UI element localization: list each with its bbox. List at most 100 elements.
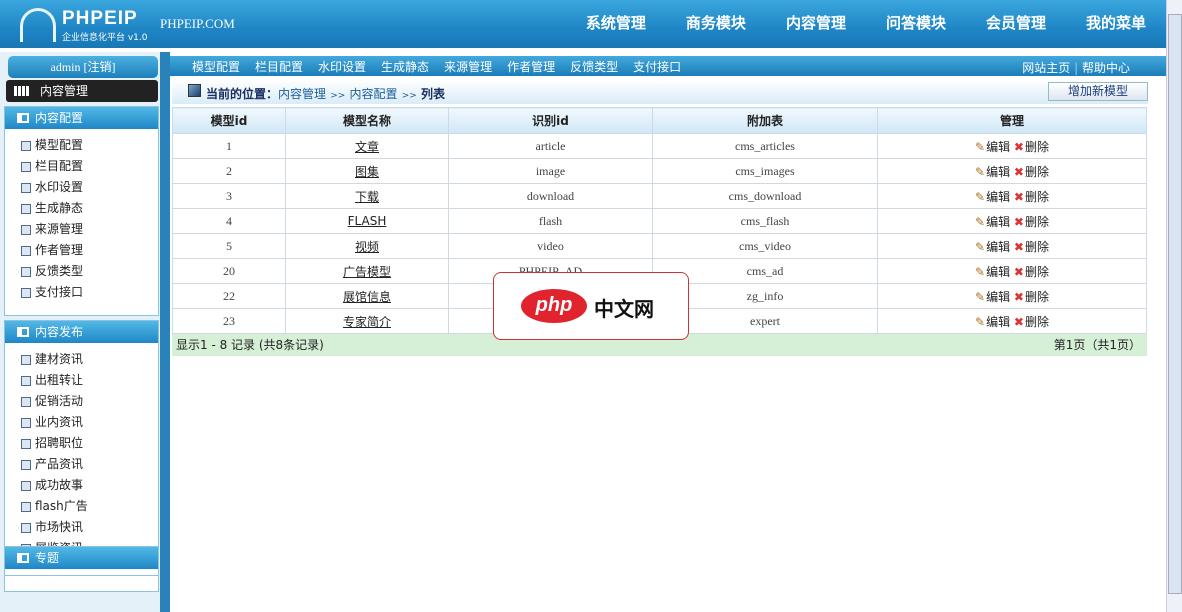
site-name: PHPEIP.COM: [160, 16, 235, 31]
add-model-button[interactable]: 增加新模型: [1048, 82, 1148, 101]
actions-cell: 编辑 删除: [877, 133, 1147, 159]
sidebar-splitter[interactable]: [160, 52, 170, 612]
sidebar-item[interactable]: 促销活动: [21, 391, 158, 412]
sidebar-item[interactable]: flash广告: [21, 496, 158, 517]
sidebar-item[interactable]: 来源管理: [21, 219, 158, 240]
column-header: 附加表: [652, 107, 878, 134]
top-nav-item[interactable]: 会员管理: [985, 14, 1046, 32]
column-header: 识别id: [448, 107, 653, 134]
table-cell: 专家简介: [285, 308, 449, 334]
sidebar-group: 内容配置模型配置 栏目配置 水印设置 生成静态 来源管理 作者管理 反馈类型 支付接口: [4, 106, 159, 316]
sidebar-item[interactable]: 市场快讯: [21, 517, 158, 538]
top-nav: 系统管理 商务模块 内容管理 问答模块 会员管理 我的菜单: [586, 12, 1146, 33]
sub-nav-item[interactable]: 栏目配置: [255, 60, 304, 74]
sidebar-item[interactable]: 生成静态: [21, 198, 158, 219]
delete-button[interactable]: 删除: [1014, 190, 1049, 204]
sub-nav-item[interactable]: 支付接口: [633, 60, 682, 74]
actions-cell: 编辑 删除: [877, 258, 1147, 284]
vertical-scrollbar[interactable]: [1166, 0, 1182, 612]
delete-button[interactable]: 删除: [1014, 165, 1049, 179]
model-name-link[interactable]: 专家简介: [342, 314, 391, 329]
sidebar-item[interactable]: 模型配置: [21, 135, 158, 156]
actions-cell: 编辑 删除: [877, 233, 1147, 259]
model-name-link[interactable]: 广告模型: [342, 264, 391, 279]
edit-button[interactable]: 编辑: [975, 140, 1010, 154]
sidebar-group-header[interactable]: 专题: [5, 547, 158, 569]
delete-button[interactable]: 删除: [1014, 265, 1049, 279]
model-name-link[interactable]: 图集: [354, 164, 379, 179]
sidebar-item[interactable]: 建材资讯: [21, 349, 158, 370]
scrollbar-thumb[interactable]: [1168, 14, 1182, 594]
sidebar-item[interactable]: 产品资讯: [21, 454, 158, 475]
current-module[interactable]: 内容管理: [6, 80, 158, 102]
sub-nav-item[interactable]: 生成静态: [381, 60, 430, 74]
column-header: 模型名称: [285, 107, 449, 134]
delete-button[interactable]: 删除: [1014, 290, 1049, 304]
model-name-link[interactable]: FLASH: [347, 213, 387, 228]
sidebar-item[interactable]: 业内资讯: [21, 412, 158, 433]
user-logout[interactable]: admin [注销]: [8, 56, 158, 78]
edit-button[interactable]: 编辑: [975, 190, 1010, 204]
sidebar-item[interactable]: 支付接口: [21, 282, 158, 303]
breadcrumb-current: 列表: [420, 87, 445, 101]
edit-button[interactable]: 编辑: [975, 215, 1010, 229]
actions-cell: 编辑 删除: [877, 183, 1147, 209]
edit-button[interactable]: 编辑: [975, 290, 1010, 304]
top-nav-item[interactable]: 商务模块: [685, 14, 746, 32]
top-nav-item[interactable]: 我的菜单: [1085, 14, 1146, 32]
sidebar-group-header[interactable]: 内容配置: [5, 107, 158, 129]
sidebar-item[interactable]: 反馈类型: [21, 261, 158, 282]
model-name-link[interactable]: 视频: [354, 239, 379, 254]
table-cell: flash: [448, 208, 653, 234]
separator: |: [1074, 61, 1079, 75]
column-header: 管理: [877, 107, 1147, 134]
delete-button[interactable]: 删除: [1014, 315, 1049, 329]
breadcrumb-item[interactable]: 内容配置: [349, 87, 398, 101]
table-cell: 22: [172, 283, 286, 309]
sidebar-item[interactable]: 作者管理: [21, 240, 158, 261]
table-cell: 文章: [285, 133, 449, 159]
sidebar-item[interactable]: 成功故事: [21, 475, 158, 496]
sidebar-group: 专题: [4, 546, 159, 576]
edit-button[interactable]: 编辑: [975, 165, 1010, 179]
top-nav-item[interactable]: 系统管理: [585, 14, 646, 32]
sidebar-item[interactable]: 出租转让: [21, 370, 158, 391]
model-name-link[interactable]: 展馆信息: [342, 289, 391, 304]
breadcrumb-item[interactable]: 内容管理: [278, 87, 327, 101]
sidebar: admin [注销] 内容管理 内容配置模型配置 栏目配置 水印设置 生成静态 来源管理…: [0, 52, 162, 612]
site-home-link[interactable]: 网站主页: [1022, 61, 1071, 75]
watermark-logo: php 中文网: [493, 272, 689, 340]
sidebar-item[interactable]: 栏目配置: [21, 156, 158, 177]
table-cell: 下载: [285, 183, 449, 209]
edit-button[interactable]: 编辑: [975, 240, 1010, 254]
top-nav-item[interactable]: 问答模块: [885, 14, 946, 32]
panel-icon: [17, 553, 29, 563]
sub-nav-item[interactable]: 作者管理: [507, 60, 556, 74]
model-name-link[interactable]: 下载: [354, 189, 379, 204]
table-cell: video: [448, 233, 653, 259]
table-cell: 4: [172, 208, 286, 234]
sub-nav-item[interactable]: 反馈类型: [570, 60, 619, 74]
current-module-label: 内容管理: [40, 84, 89, 98]
sidebar-item[interactable]: 招聘职位: [21, 433, 158, 454]
table-cell: 图集: [285, 158, 449, 184]
actions-cell: 编辑 删除: [877, 208, 1147, 234]
edit-button[interactable]: 编辑: [975, 265, 1010, 279]
table-cell: 20: [172, 258, 286, 284]
sub-nav-item[interactable]: 水印设置: [318, 60, 367, 74]
delete-button[interactable]: 删除: [1014, 240, 1049, 254]
table-cell: cms_flash: [652, 208, 878, 234]
delete-button[interactable]: 删除: [1014, 215, 1049, 229]
sidebar-item[interactable]: 水印设置: [21, 177, 158, 198]
model-name-link[interactable]: 文章: [354, 139, 379, 154]
sidebar-group-header[interactable]: 内容发布: [5, 321, 158, 343]
delete-button[interactable]: 删除: [1014, 140, 1049, 154]
help-center-link[interactable]: 帮助中心: [1081, 61, 1130, 75]
sidebar-group-title: 内容发布: [35, 325, 84, 339]
sub-nav-item[interactable]: 来源管理: [444, 60, 493, 74]
sub-nav-item[interactable]: 模型配置: [192, 60, 241, 74]
top-nav-item[interactable]: 内容管理: [785, 14, 846, 32]
edit-button[interactable]: 编辑: [975, 315, 1010, 329]
